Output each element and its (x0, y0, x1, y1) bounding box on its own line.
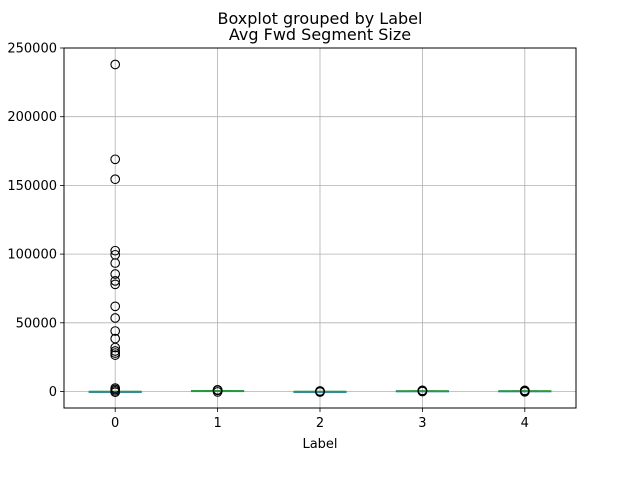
x-tick-label: 4 (521, 416, 529, 431)
flier-point (110, 387, 121, 398)
flier-point (110, 279, 121, 290)
y-tick-label: 200000 (7, 110, 57, 125)
flier-point (110, 301, 121, 312)
chart-title: Avg Fwd Segment Size (229, 25, 411, 44)
flier-point (110, 59, 121, 70)
flier-point (110, 342, 121, 353)
y-tick-label: 100000 (7, 248, 57, 263)
flier-point (417, 386, 428, 397)
box-group-0 (88, 59, 142, 398)
box-group-1 (191, 385, 245, 397)
flier-point (110, 276, 121, 286)
flier-point (212, 387, 223, 397)
flier-point (110, 269, 121, 279)
y-axis-ticks: 0 50000 100000 150000 200000 250000 (7, 42, 64, 400)
y-tick-label: 150000 (7, 179, 57, 194)
flier-point (110, 174, 121, 185)
box-layer (88, 59, 552, 398)
chart-suptitle: Boxplot grouped by Label (218, 9, 423, 28)
box-group-3 (395, 385, 449, 397)
x-tick-label: 2 (316, 416, 324, 431)
flier-point (110, 313, 121, 323)
x-tick-label: 0 (111, 416, 119, 431)
y-tick-label: 50000 (16, 316, 57, 331)
flier-point (110, 326, 121, 336)
flier-point (110, 154, 121, 165)
box-group-2 (293, 386, 347, 397)
x-tick-label: 1 (213, 416, 221, 431)
x-axis-label: Label (302, 437, 337, 452)
flier-point (110, 350, 121, 360)
flier-point (110, 245, 121, 256)
x-tick-label: 3 (418, 416, 426, 431)
flier-point (110, 258, 121, 268)
flier-point (315, 387, 325, 397)
box-group-4 (498, 385, 552, 397)
x-axis-ticks: 0 1 2 3 4 (111, 408, 529, 431)
flier-point (519, 386, 530, 397)
y-tick-label: 250000 (7, 42, 57, 57)
grid-lines (64, 47, 576, 408)
y-tick-label: 0 (49, 385, 57, 400)
